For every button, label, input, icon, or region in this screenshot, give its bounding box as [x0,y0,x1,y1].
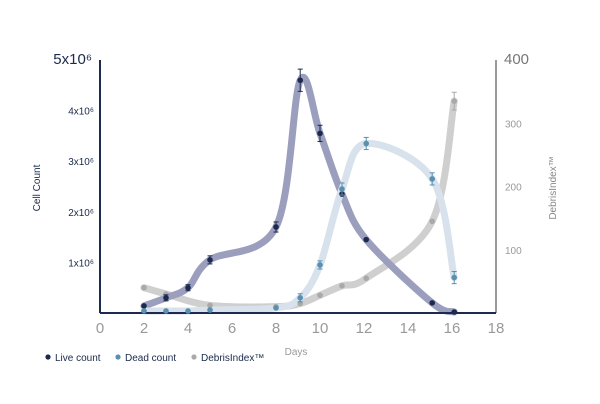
legend-marker [115,354,121,360]
data-point-debrisindex [339,283,345,289]
data-point-live-count [363,236,370,243]
x-tick-label: 10 [312,320,329,337]
y-tick-label: 5x10⁶ [53,51,92,68]
series-line-dead-count [140,139,458,315]
legend-marker [191,354,197,360]
x-tick-label: 0 [96,320,104,337]
data-point-debrisindex [363,275,370,282]
data-point-debrisindex [141,284,147,291]
y2-tick-label: 100 [505,246,522,257]
series-curves [140,73,458,316]
legend-item-dead-count: Dead count [115,353,176,364]
data-point-live-count [317,130,323,137]
data-point-dead-count [207,307,213,313]
data-point-dead-count [451,274,458,281]
x-tick-label: 16 [444,320,461,337]
legend-marker [45,354,51,360]
legend-item-debrisindex: DebrisIndex™ [191,353,264,364]
y2-tick-label: 400 [504,51,529,68]
y-tick-label: 1x10⁶ [68,258,94,269]
data-point-live-count [429,300,436,306]
data-point-dead-count [141,308,147,314]
data-point-dead-count [163,308,169,314]
data-point-debrisindex [317,292,323,299]
y-axis-title: Cell Count [32,164,43,211]
x-tick-label: 14 [400,320,417,337]
data-point-debrisindex [451,98,458,104]
data-point-live-count [451,309,458,315]
series-line-debrisindex [140,97,458,311]
y-tick-label: 2x10⁶ [68,208,94,219]
x-axis-title: Days [285,347,308,358]
legend-item-live-count: Live count [45,353,101,364]
data-point-dead-count [273,305,279,311]
data-point-dead-count [429,176,436,182]
legend: Live count Dead count DebrisIndex™ [45,353,264,364]
y2-tick-label: 200 [505,183,522,194]
data-point-dead-count [317,262,323,268]
x-tick-label: 2 [140,320,148,337]
data-point-live-count [207,257,213,263]
data-point-dead-count [339,186,345,192]
series-line-live-count [140,73,458,316]
y-tick-label: 4x10⁶ [68,107,94,118]
y-tick-label: 3x10⁶ [68,157,94,168]
data-point-live-count [185,284,191,291]
legend-label: Dead count [125,353,176,364]
data-point-live-count [163,295,169,301]
y2-axis-title: DebrisIndex™ [548,156,559,219]
x-tick-label: 6 [228,320,236,337]
data-point-dead-count [363,140,370,147]
data-point-live-count [297,77,304,84]
y2-tick-label: 300 [505,119,522,130]
x-tick-label: 8 [272,320,280,337]
x-tick-label: 18 [488,320,505,337]
data-point-debrisindex [429,218,436,225]
x-tick-label: 4 [184,320,192,337]
legend-label: Live count [55,353,101,364]
tick-labels: 0 2 4 6 8 10 12 14 16 18 1x10⁶ 2x10⁶ 3x10⁶ 4x10⁶ 5x10⁶… [53,51,529,337]
x-tick-label: 12 [356,320,373,337]
legend-label: DebrisIndex™ [201,353,264,364]
data-point-dead-count [185,308,191,314]
series-markers [141,68,458,315]
data-point-debrisindex [207,302,213,309]
data-point-live-count [273,224,279,230]
data-point-live-count [141,303,147,309]
data-point-dead-count [297,295,304,301]
